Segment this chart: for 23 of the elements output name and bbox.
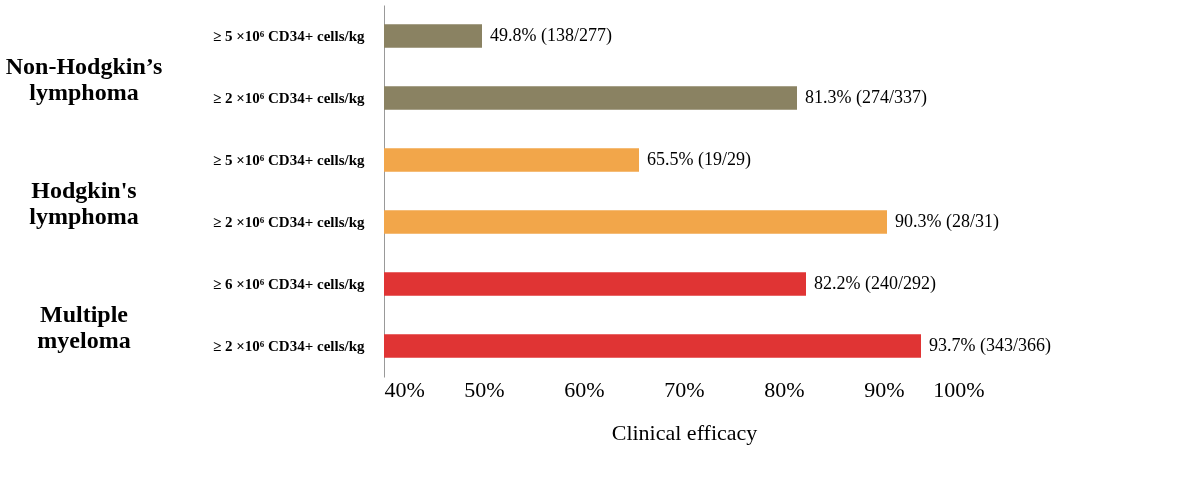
y-tick-label: ≥ 2 ×10⁶ CD34+ cells/kg <box>213 90 365 106</box>
x-tick-label: 90% <box>864 376 905 402</box>
data-label: 82.2% (240/292) <box>814 273 936 294</box>
x-tick-label: 50% <box>464 376 505 402</box>
x-axis-title: Clinical efficacy <box>611 419 758 445</box>
y-tick-label: ≥ 2 ×10⁶ CD34+ cells/kg <box>213 338 365 354</box>
x-tick-label: 40% <box>384 376 425 402</box>
y-tick-label: ≥ 6 ×10⁶ CD34+ cells/kg <box>213 276 365 292</box>
data-label: 49.8% (138/277) <box>490 25 612 46</box>
x-tick-label: 100% <box>933 376 985 402</box>
x-tick-label: 80% <box>764 376 805 402</box>
y-tick-label: ≥ 5 ×10⁶ CD34+ cells/kg <box>213 28 365 44</box>
data-label: 81.3% (274/337) <box>805 87 927 108</box>
text: Non-Hodgkin’s lymphoma <box>5 53 163 105</box>
y-tick-label: ≥ 2 ×10⁶ CD34+ cells/kg <box>213 214 365 230</box>
text: Hodgkin's lymphoma <box>29 177 139 229</box>
data-label: 65.5% (19/29) <box>647 149 751 170</box>
data-label: 90.3% (28/31) <box>895 211 999 232</box>
data-label: 93.7% (343/366) <box>929 335 1051 356</box>
x-tick-label: 60% <box>564 376 605 402</box>
y-tick-label: ≥ 5 ×10⁶ CD34+ cells/kg <box>213 152 365 168</box>
x-tick-label: 70% <box>664 376 705 402</box>
text: Multiple myeloma <box>37 301 131 353</box>
